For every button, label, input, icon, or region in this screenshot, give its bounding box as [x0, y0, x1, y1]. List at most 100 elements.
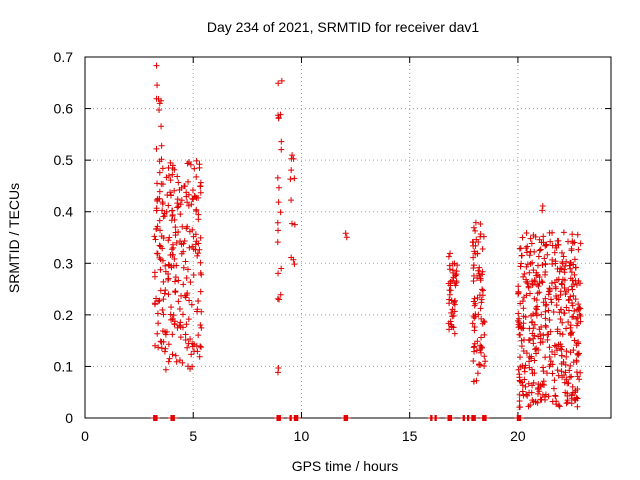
data-point [151, 269, 158, 276]
data-point [158, 339, 165, 346]
data-point [561, 310, 568, 317]
data-point [433, 415, 440, 421]
data-point [536, 326, 543, 333]
data-point [476, 292, 483, 299]
data-point [541, 255, 548, 262]
data-point [536, 273, 543, 280]
data-point [275, 364, 282, 371]
data-point [516, 404, 523, 411]
data-point [477, 349, 484, 356]
data-point [562, 369, 569, 376]
data-point [445, 253, 452, 260]
data-point [531, 321, 538, 328]
data-point [538, 278, 545, 285]
data-point [179, 311, 186, 318]
data-point [539, 202, 546, 209]
data-point [547, 328, 554, 335]
data-point [171, 415, 178, 421]
data-point [535, 381, 542, 388]
data-point [187, 279, 194, 286]
data-point [274, 174, 281, 181]
data-point [171, 166, 178, 173]
data-point [191, 348, 198, 355]
data-point [288, 197, 295, 204]
data-point [156, 254, 163, 261]
data-point [275, 184, 282, 191]
data-point [528, 319, 535, 326]
data-point [177, 211, 184, 218]
data-point [169, 213, 176, 220]
data-point [563, 400, 570, 407]
data-point [575, 306, 582, 313]
data-point [154, 415, 161, 421]
data-point [540, 332, 547, 339]
data-point [167, 177, 174, 184]
data-point [544, 331, 551, 338]
data-point [549, 242, 556, 249]
data-point [169, 162, 176, 169]
data-point [545, 393, 552, 400]
data-point [525, 283, 532, 290]
data-point [155, 320, 162, 327]
data-point [517, 324, 524, 331]
data-point [191, 165, 198, 172]
data-point [535, 333, 542, 340]
data-point [526, 358, 533, 365]
data-point [520, 305, 527, 312]
data-point [164, 192, 171, 199]
data-point [546, 317, 553, 324]
data-point [539, 279, 546, 286]
data-point [515, 310, 522, 317]
data-point [537, 339, 544, 346]
data-point [569, 300, 576, 307]
data-point [189, 187, 196, 194]
data-point [473, 377, 480, 384]
data-point [190, 271, 197, 278]
data-point [542, 260, 549, 267]
data-point [472, 219, 479, 226]
data-point [526, 364, 533, 371]
data-point [165, 275, 172, 282]
data-point [533, 350, 540, 357]
data-point [168, 264, 175, 271]
data-point [479, 320, 486, 327]
data-point [153, 145, 160, 152]
y-tick-label: 0.3 [54, 255, 74, 271]
data-point [574, 350, 581, 357]
data-point [470, 262, 477, 269]
data-point [514, 317, 521, 324]
data-point [518, 337, 525, 344]
data-point [197, 343, 204, 350]
data-point [560, 229, 567, 236]
data-point [452, 282, 459, 289]
data-point [518, 260, 525, 267]
data-point [291, 261, 298, 268]
data-point [165, 172, 172, 179]
data-point [152, 236, 159, 243]
data-point [526, 336, 533, 343]
data-point [154, 310, 161, 317]
data-point [554, 347, 561, 354]
data-point [566, 262, 573, 269]
data-point [275, 80, 282, 87]
data-point [483, 415, 490, 421]
data-point [529, 330, 536, 337]
data-point [197, 321, 204, 328]
data-point [198, 324, 205, 331]
data-point [533, 306, 540, 313]
data-point [188, 201, 195, 208]
data-point [532, 398, 539, 405]
data-point [287, 176, 294, 183]
data-point [182, 258, 189, 265]
data-point [557, 316, 564, 323]
data-point [574, 403, 581, 410]
data-point [446, 266, 453, 273]
data-point [171, 216, 178, 223]
data-point [542, 322, 549, 329]
data-point [173, 262, 180, 269]
data-point [471, 340, 478, 347]
data-point [571, 337, 578, 344]
data-point [555, 372, 562, 379]
data-point [565, 238, 572, 245]
data-point [569, 313, 576, 320]
